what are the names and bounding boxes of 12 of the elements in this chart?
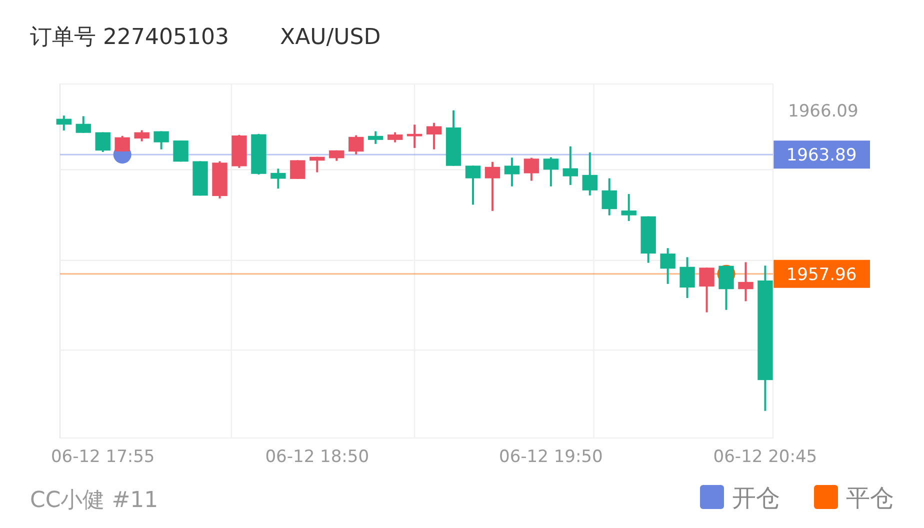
legend-label: 开仓 [732, 484, 780, 512]
x-tick-label: 06-12 20:45 [713, 447, 818, 467]
x-tick-label: 06-12 17:55 [50, 447, 155, 467]
chart-title: 订单号 227405103 [30, 25, 229, 50]
chart-subtitle: XAU/USD [280, 25, 381, 50]
x-tick-label: 06-12 19:50 [499, 447, 603, 467]
x-tick-label: 06-12 18:50 [265, 447, 370, 467]
legend-label: 平仓 [846, 484, 894, 512]
y-tick-label: 1966.09 [788, 101, 858, 122]
text: CC小健 #11 [30, 488, 158, 513]
y-tick-label: 1957.96 [786, 264, 857, 285]
y-tick-label: 1963.89 [786, 146, 857, 166]
